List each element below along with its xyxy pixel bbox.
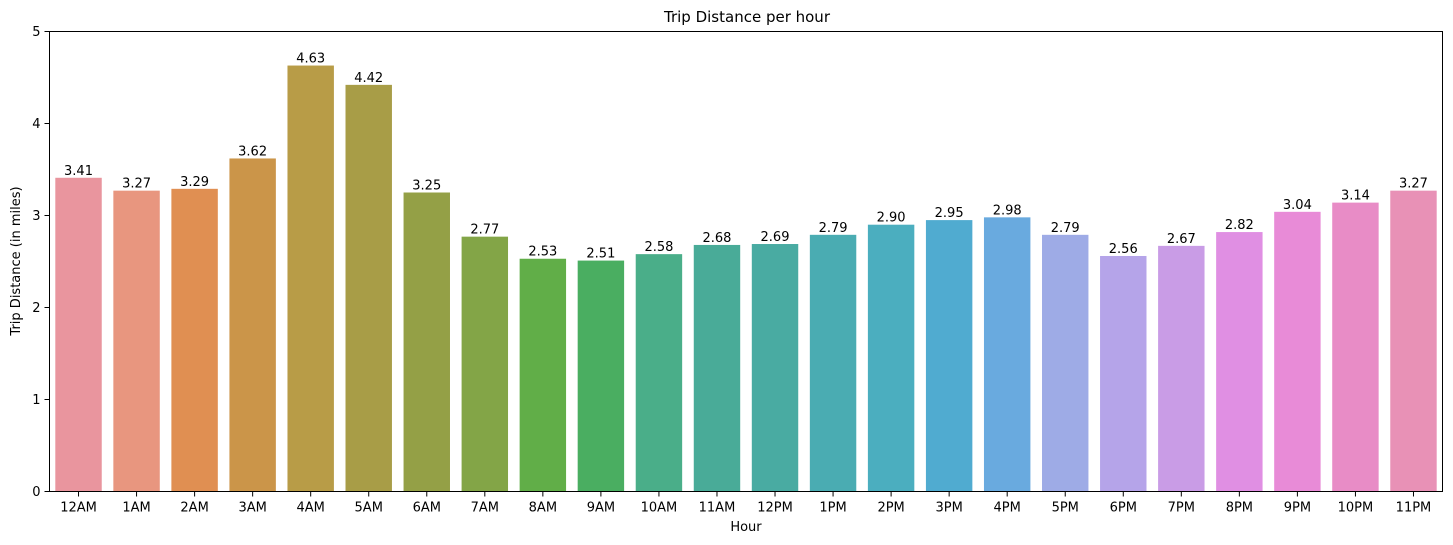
bar-6pm xyxy=(1100,255,1147,492)
value-label: 2.58 xyxy=(644,240,673,255)
bars xyxy=(55,65,1437,492)
x-tick-label: 5AM xyxy=(355,501,383,516)
bar-7am xyxy=(461,236,509,492)
value-label: 4.63 xyxy=(296,52,325,67)
plot-frame xyxy=(49,31,1443,492)
value-label: 2.51 xyxy=(586,247,615,262)
value-labels: 3.41 3.27 3.29 3.62 4.63 4.42 3.25 2.77 2.53 2.51… xyxy=(64,52,1428,262)
x-tick-label: 8PM xyxy=(1226,501,1253,516)
x-tick-label: 10PM xyxy=(1338,501,1374,516)
bar-3am xyxy=(229,158,276,492)
bar-8pm xyxy=(1216,232,1263,492)
value-label: 3.25 xyxy=(412,179,441,194)
bar-2pm xyxy=(867,224,915,492)
value-label: 2.98 xyxy=(993,203,1022,218)
bar-5pm xyxy=(1042,234,1089,492)
y-tick-label: 3 xyxy=(32,209,40,224)
x-tick-label: 11PM xyxy=(1396,501,1432,516)
value-label: 3.14 xyxy=(1341,189,1370,204)
x-tick-label: 5PM xyxy=(1052,501,1079,516)
bar-11am xyxy=(693,244,741,492)
x-tick-label: 6PM xyxy=(1110,501,1137,516)
y-axis: 0 1 2 3 4 5 xyxy=(32,25,50,500)
chart-title: Trip Distance per hour xyxy=(663,8,831,26)
value-label: 3.04 xyxy=(1283,198,1312,213)
x-tick-label: 1AM xyxy=(122,501,150,516)
bar-5am xyxy=(345,84,392,492)
bar-2am xyxy=(171,188,218,492)
bar-3pm xyxy=(925,220,973,492)
value-label: 2.56 xyxy=(1109,242,1138,257)
value-label: 3.27 xyxy=(122,177,151,192)
bar-12pm xyxy=(751,244,799,492)
x-tick-label: 11AM xyxy=(699,501,736,516)
x-axis: 12AM 1AM 2AM 3AM 4AM 5AM 6AM 7AM 8AM 9AM 10AM 11AM 1… xyxy=(60,491,1432,516)
x-tick-label: 12AM xyxy=(60,501,97,516)
x-tick-label: 4PM xyxy=(994,501,1021,516)
value-label: 2.90 xyxy=(877,211,906,226)
x-tick-label: 3AM xyxy=(238,501,266,516)
bar-4pm xyxy=(983,217,1031,492)
value-label: 2.95 xyxy=(935,206,964,221)
value-label: 3.41 xyxy=(64,164,93,179)
x-tick-label: 7AM xyxy=(471,501,499,516)
y-tick-label: 1 xyxy=(32,393,40,408)
bar-1am xyxy=(113,190,160,492)
bar-6am xyxy=(403,192,450,492)
x-tick-label: 2AM xyxy=(180,501,208,516)
value-label: 3.29 xyxy=(180,175,209,190)
x-tick-label: 9PM xyxy=(1284,501,1311,516)
bar-7pm xyxy=(1158,245,1205,492)
bar-9am xyxy=(577,260,625,492)
value-label: 3.62 xyxy=(238,144,267,159)
value-label: 2.67 xyxy=(1167,232,1196,247)
bar-9pm xyxy=(1274,211,1321,492)
bar-11pm xyxy=(1390,190,1437,492)
value-label: 4.42 xyxy=(354,71,383,86)
x-tick-label: 7PM xyxy=(1168,501,1195,516)
x-tick-label: 8AM xyxy=(529,501,557,516)
x-tick-label: 6AM xyxy=(413,501,441,516)
x-tick-label: 12PM xyxy=(757,501,793,516)
x-axis-title: Hour xyxy=(730,520,762,535)
x-tick-label: 1PM xyxy=(819,501,846,516)
y-tick-label: 4 xyxy=(32,117,40,132)
bar-8am xyxy=(519,258,567,492)
value-label: 2.82 xyxy=(1225,218,1254,233)
value-label: 2.79 xyxy=(819,221,848,236)
bar-10am xyxy=(635,254,683,492)
bar-12am xyxy=(55,177,102,492)
x-tick-label: 9AM xyxy=(587,501,615,516)
y-tick-label: 0 xyxy=(32,485,40,500)
y-axis-title: Trip Distance (in miles) xyxy=(9,186,24,336)
value-label: 2.79 xyxy=(1051,221,1080,236)
x-tick-label: 2PM xyxy=(877,501,904,516)
value-label: 2.68 xyxy=(703,231,732,246)
bar-1pm xyxy=(809,234,857,492)
y-tick-label: 5 xyxy=(32,25,40,40)
x-tick-label: 10AM xyxy=(641,501,678,516)
value-label: 2.53 xyxy=(528,245,557,260)
value-label: 2.69 xyxy=(761,230,790,245)
x-tick-label: 3PM xyxy=(935,501,962,516)
bar-10pm xyxy=(1332,202,1379,492)
x-tick-label: 4AM xyxy=(296,501,324,516)
y-tick-label: 2 xyxy=(32,301,40,316)
value-label: 2.77 xyxy=(470,223,499,238)
bar-4am xyxy=(287,65,334,492)
value-label: 3.27 xyxy=(1399,177,1428,192)
